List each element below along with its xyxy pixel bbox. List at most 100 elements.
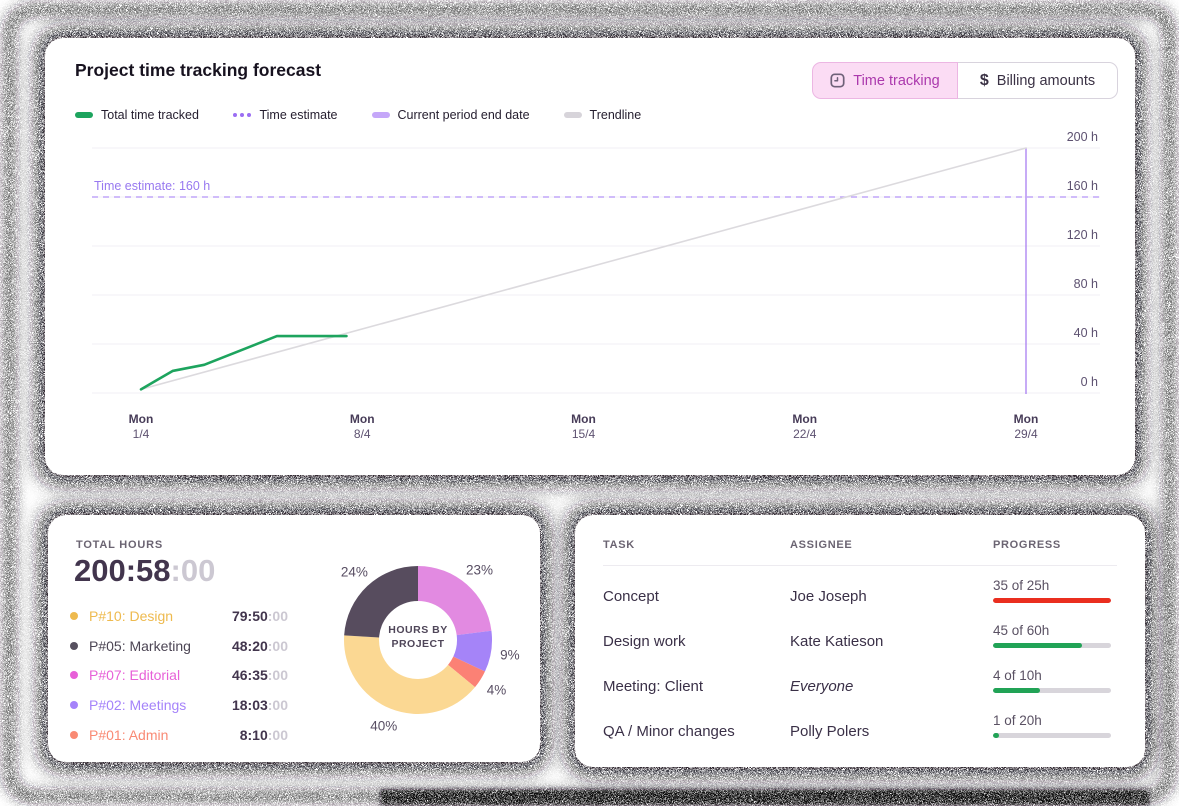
progress-label: 45 of 60h	[993, 623, 1050, 638]
table-row: Concept Joe Joseph 35 of 25h	[603, 572, 1117, 617]
progress-cell: 45 of 60h	[993, 617, 1117, 662]
view-toggle: Time tracking $ Billing amounts	[812, 62, 1118, 99]
legend-pill-marker	[371, 112, 390, 118]
project-name: P#01: Admin	[89, 726, 169, 743]
progress-bar-track	[993, 688, 1111, 693]
x-axis-tick-label: Mon 29/4	[1013, 412, 1039, 441]
progress-bar-fill	[993, 688, 1041, 693]
project-color-dot	[70, 611, 78, 620]
legend-label: Trendline	[589, 108, 642, 122]
y-axis-tick-label: 120 h	[1066, 228, 1098, 242]
dollar-icon: $	[979, 71, 989, 89]
forecast-chart: 0 h 40 h 80 h 120 h 160 h 200 h Time estimate:…	[45, 38, 1135, 475]
donut-percent-label: 23%	[465, 562, 494, 578]
time-tracking-label: Time tracking	[853, 72, 940, 89]
progress-bar-fill	[993, 598, 1111, 603]
table-row: Design work Kate Katieson 45 of 60h	[603, 617, 1117, 662]
donut-slice	[344, 635, 476, 714]
progress-label: 1 of 20h	[993, 713, 1042, 728]
x-axis-tick-label: Mon 15/4	[571, 412, 596, 441]
progress-cell: 4 of 10h	[993, 662, 1117, 707]
time-tracking-button[interactable]: Time tracking	[812, 62, 958, 99]
donut-percent-label: 4%	[486, 682, 507, 698]
legend-label: Time estimate	[259, 108, 338, 122]
x-axis-tick-label: Mon 8/4	[349, 412, 375, 441]
y-axis-tick-label: 200 h	[1066, 130, 1098, 144]
legend-item[interactable]: Current period end date	[371, 108, 530, 122]
donut-percent-label: 9%	[500, 647, 520, 663]
project-name: P#10: Design	[89, 607, 174, 624]
legend-item[interactable]: Total time tracked	[75, 108, 199, 122]
progress-bar-track	[993, 598, 1111, 603]
grunge-bottom-strip	[380, 789, 1150, 806]
legend-label: Current period end date	[397, 108, 530, 122]
donut-slice	[448, 656, 485, 688]
progress-bar-track	[993, 643, 1111, 648]
forecast-chart-svg	[92, 147, 1100, 394]
task-column-header: TASK	[603, 539, 635, 551]
billing-amounts-button[interactable]: $ Billing amounts	[958, 62, 1118, 99]
progress-bar-fill	[993, 643, 1082, 648]
tasks-card: TASK ASSIGNEE PROGRESS Concept Joe Joseph…	[575, 515, 1145, 767]
table-row: Meeting: Client Everyone 4 of 10h	[603, 662, 1117, 707]
task-name: Design work	[603, 633, 686, 650]
y-axis-tick-label: 160 h	[1066, 179, 1098, 193]
project-color-dot	[70, 700, 78, 709]
project-time: 18:03:00	[231, 696, 288, 713]
project-color-dot	[70, 641, 78, 650]
task-name: Concept	[603, 588, 659, 605]
donut-slice	[418, 566, 492, 636]
project-row: P#05: Marketing 48:20:00	[70, 631, 288, 661]
progress-column-header: PROGRESS	[993, 539, 1061, 551]
task-table-body: Concept Joe Joseph 35 of 25h Design work Kat…	[603, 572, 1117, 752]
progress-bar-fill	[993, 733, 999, 738]
x-axis-tick-label: Mon 1/4	[128, 412, 154, 441]
progress-cell: 1 of 20h	[993, 707, 1117, 752]
y-axis-tick-label: 40 h	[1073, 326, 1098, 340]
progress-bar-track	[993, 733, 1111, 738]
forecast-card: Project time tracking forecast Time trac…	[45, 38, 1135, 475]
project-row: P#02: Meetings 18:03:00	[70, 690, 288, 720]
page-title: Project time tracking forecast	[75, 60, 322, 80]
project-name: P#02: Meetings	[89, 696, 187, 713]
donut-slice	[344, 566, 418, 638]
project-name: P#05: Marketing	[89, 637, 191, 654]
legend-pill-marker	[75, 112, 93, 118]
project-name: P#07: Editorial	[89, 667, 181, 684]
total-hours-card: TOTAL HOURS 200:58:00 P#10: Design 79:50:…	[48, 515, 540, 762]
progress-label: 35 of 25h	[993, 578, 1050, 593]
assignee-name: Kate Katieson	[790, 633, 884, 650]
legend-pill-marker	[563, 112, 582, 118]
project-color-dot	[70, 671, 78, 680]
progress-label: 4 of 10h	[993, 668, 1042, 683]
assignee-name: Everyone	[790, 678, 854, 695]
hours-donut-chart	[344, 566, 492, 714]
trendline-series	[140, 147, 1027, 391]
task-name: Meeting: Client	[603, 678, 704, 695]
project-row: P#01: Admin 8:10:00	[70, 720, 288, 750]
billing-amounts-label: Billing amounts	[996, 72, 1096, 89]
total-hours-label: TOTAL HOURS	[76, 539, 164, 551]
legend-item[interactable]: Trendline	[563, 108, 642, 122]
project-row: P#07: Editorial 46:35:00	[70, 660, 288, 690]
project-time: 46:35:00	[231, 667, 288, 684]
total-hours-value: 200:58:00	[74, 553, 216, 588]
donut-slice	[453, 630, 492, 672]
assignee-name: Joe Joseph	[790, 588, 867, 605]
project-time: 8:10:00	[239, 726, 288, 743]
y-axis-tick-label: 80 h	[1073, 277, 1098, 291]
x-axis-tick-label: Mon 22/4	[792, 412, 818, 441]
task-name: QA / Minor changes	[603, 723, 735, 740]
legend-dots-marker	[232, 112, 252, 118]
donut-center-label: HOURS BY PROJECT	[388, 624, 448, 651]
assignee-column-header: ASSIGNEE	[790, 539, 853, 551]
progress-cell: 35 of 25h	[993, 572, 1117, 617]
tracked-time-series	[139, 334, 348, 391]
y-axis-tick-label: 0 h	[1080, 375, 1098, 389]
project-time: 48:20:00	[231, 637, 288, 654]
time-estimate-label: Time estimate: 160 h	[94, 179, 211, 193]
legend-item[interactable]: Time estimate	[232, 108, 338, 122]
donut-percent-label: 24%	[340, 564, 368, 580]
project-list: P#10: Design 79:50:00 P#05: Marketing 48:20…	[70, 601, 288, 749]
clock-icon	[830, 73, 845, 88]
